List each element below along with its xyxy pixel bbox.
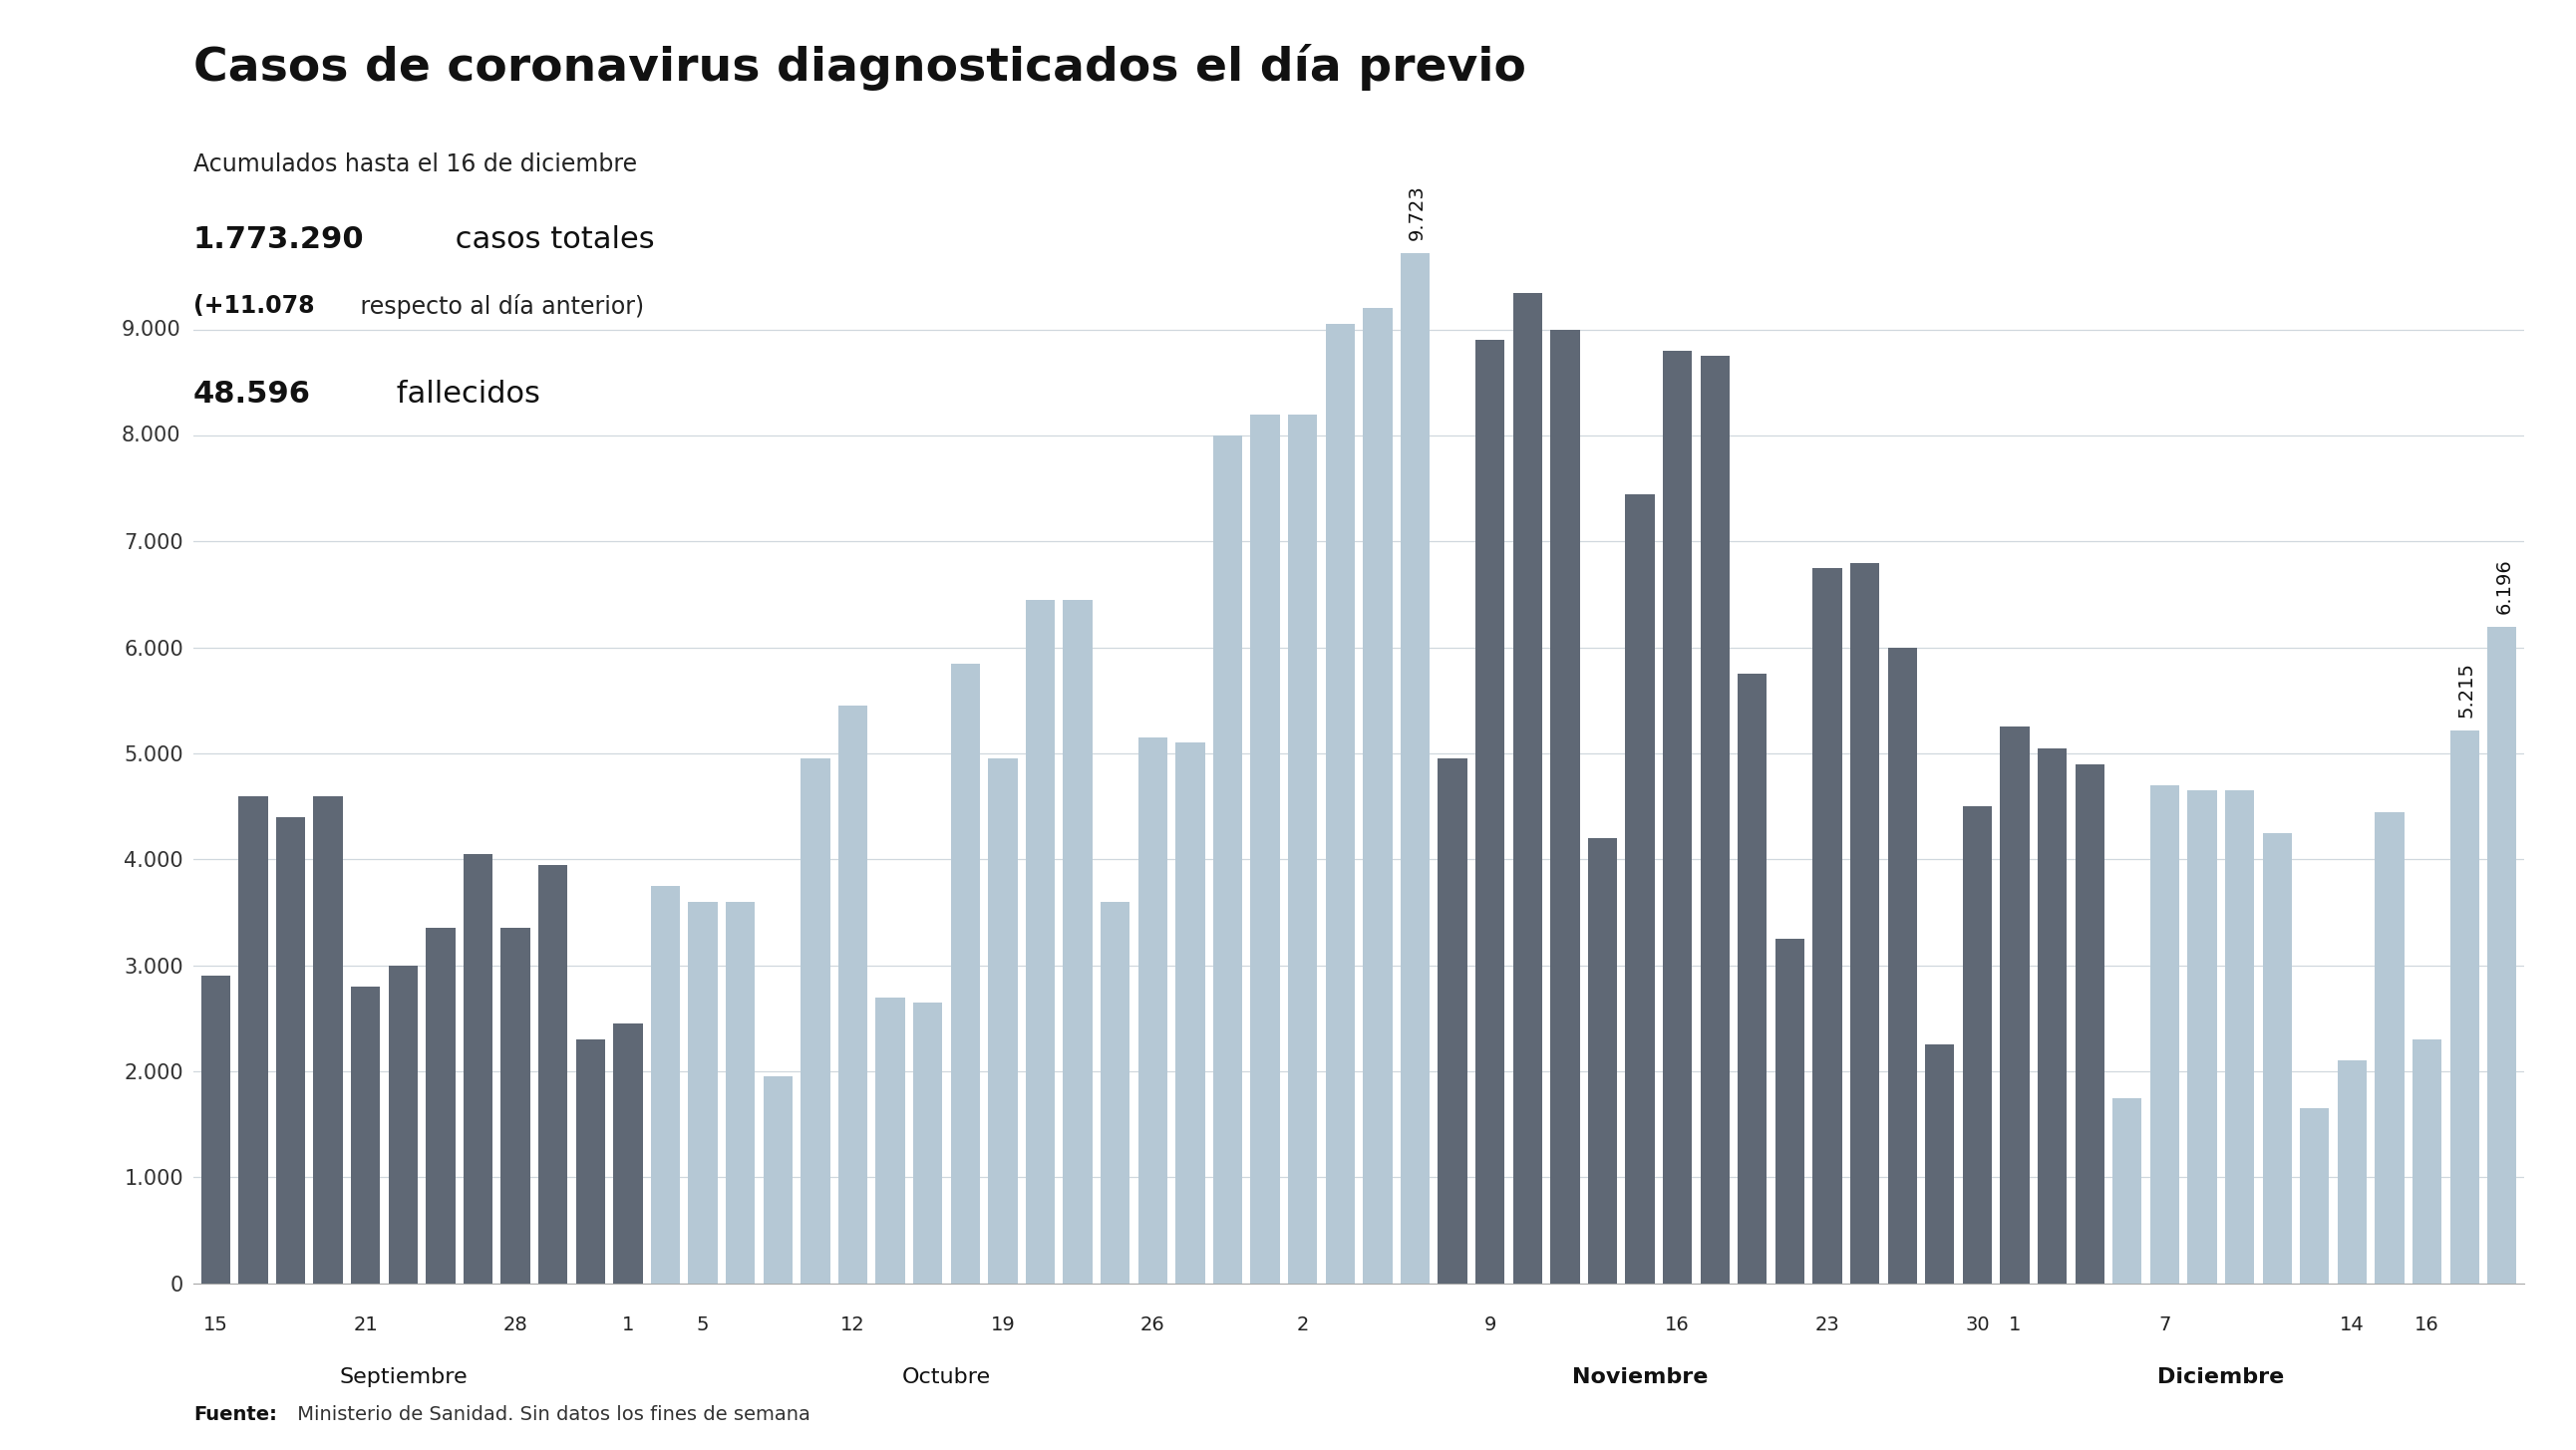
- Bar: [876, 998, 904, 1283]
- Text: 48.596: 48.596: [193, 380, 312, 409]
- Bar: [2375, 812, 2403, 1283]
- Bar: [2076, 764, 2105, 1283]
- Bar: [1025, 600, 1056, 1283]
- Bar: [652, 886, 680, 1283]
- Bar: [613, 1024, 641, 1283]
- Text: 7: 7: [2159, 1315, 2172, 1334]
- Text: fallecidos: fallecidos: [386, 380, 541, 409]
- Text: 16: 16: [2414, 1315, 2439, 1334]
- Text: (+11.078: (+11.078: [193, 294, 314, 318]
- Bar: [989, 758, 1018, 1283]
- Text: 9: 9: [1484, 1315, 1497, 1334]
- Bar: [1739, 674, 1767, 1283]
- Bar: [1924, 1045, 1955, 1283]
- Text: 14: 14: [2339, 1315, 2365, 1334]
- Bar: [1512, 293, 1543, 1283]
- Bar: [1363, 309, 1391, 1283]
- Text: Noviembre: Noviembre: [1571, 1367, 1708, 1388]
- Bar: [801, 758, 829, 1283]
- Text: 19: 19: [989, 1315, 1015, 1334]
- Bar: [1775, 940, 1803, 1283]
- Bar: [577, 1040, 605, 1283]
- Bar: [1100, 902, 1131, 1283]
- Bar: [1700, 357, 1728, 1283]
- Bar: [1139, 738, 1167, 1283]
- Bar: [688, 902, 719, 1283]
- Bar: [837, 706, 868, 1283]
- Text: 5.215: 5.215: [2458, 663, 2476, 718]
- Bar: [1814, 568, 1842, 1283]
- Bar: [2450, 731, 2478, 1283]
- Bar: [1437, 758, 1468, 1283]
- Bar: [1625, 494, 1654, 1283]
- Text: Octubre: Octubre: [902, 1367, 992, 1388]
- Bar: [425, 928, 456, 1283]
- Text: Fuente:: Fuente:: [193, 1405, 276, 1424]
- Bar: [1064, 600, 1092, 1283]
- Bar: [951, 664, 979, 1283]
- Bar: [726, 902, 755, 1283]
- Text: 16: 16: [1664, 1315, 1690, 1334]
- Text: 1: 1: [621, 1315, 634, 1334]
- Text: 1: 1: [2009, 1315, 2022, 1334]
- Text: Acumulados hasta el 16 de diciembre: Acumulados hasta el 16 de diciembre: [193, 152, 636, 175]
- Text: 2: 2: [1296, 1315, 1309, 1334]
- Bar: [2112, 1098, 2141, 1283]
- Text: 1.773.290: 1.773.290: [193, 225, 363, 254]
- Bar: [914, 1002, 943, 1283]
- Bar: [1213, 435, 1242, 1283]
- Text: 9.000: 9.000: [121, 319, 180, 339]
- Bar: [1662, 351, 1692, 1283]
- Bar: [2411, 1040, 2442, 1283]
- Bar: [240, 796, 268, 1283]
- Bar: [2336, 1061, 2367, 1283]
- Bar: [1401, 252, 1430, 1283]
- Bar: [276, 816, 307, 1283]
- Text: respecto al día anterior): respecto al día anterior): [353, 294, 644, 319]
- Bar: [2226, 790, 2254, 1283]
- Bar: [2038, 748, 2066, 1283]
- Text: 8.000: 8.000: [121, 426, 180, 445]
- Bar: [2187, 790, 2218, 1283]
- Bar: [1175, 742, 1206, 1283]
- Bar: [1288, 415, 1316, 1283]
- Bar: [2151, 786, 2179, 1283]
- Text: Diciembre: Diciembre: [2159, 1367, 2285, 1388]
- Bar: [1963, 806, 1991, 1283]
- Bar: [1249, 415, 1280, 1283]
- Bar: [1999, 726, 2030, 1283]
- Bar: [201, 976, 229, 1283]
- Bar: [2488, 626, 2517, 1283]
- Text: 23: 23: [1816, 1315, 1839, 1334]
- Bar: [1551, 329, 1579, 1283]
- Text: 26: 26: [1141, 1315, 1164, 1334]
- Bar: [500, 928, 531, 1283]
- Bar: [314, 796, 343, 1283]
- Text: Ministerio de Sanidad. Sin datos los fines de semana: Ministerio de Sanidad. Sin datos los fin…: [291, 1405, 811, 1424]
- Bar: [762, 1076, 793, 1283]
- Bar: [538, 864, 567, 1283]
- Bar: [389, 966, 417, 1283]
- Bar: [2262, 832, 2293, 1283]
- Bar: [1587, 838, 1618, 1283]
- Text: Casos de coronavirus diagnosticados el día previo: Casos de coronavirus diagnosticados el d…: [193, 44, 1525, 90]
- Bar: [1327, 325, 1355, 1283]
- Text: 6.196: 6.196: [2494, 558, 2514, 613]
- Bar: [350, 986, 381, 1283]
- Text: 9.723: 9.723: [1406, 184, 1427, 241]
- Text: 21: 21: [353, 1315, 379, 1334]
- Bar: [1888, 648, 1917, 1283]
- Bar: [1850, 563, 1880, 1283]
- Text: casos totales: casos totales: [446, 225, 654, 254]
- Text: 30: 30: [1965, 1315, 1989, 1334]
- Text: 5: 5: [696, 1315, 708, 1334]
- Bar: [464, 854, 492, 1283]
- Bar: [1476, 341, 1504, 1283]
- Text: Septiembre: Septiembre: [340, 1367, 466, 1388]
- Text: 28: 28: [502, 1315, 528, 1334]
- Text: 12: 12: [840, 1315, 866, 1334]
- Text: 15: 15: [204, 1315, 229, 1334]
- Bar: [2300, 1108, 2329, 1283]
